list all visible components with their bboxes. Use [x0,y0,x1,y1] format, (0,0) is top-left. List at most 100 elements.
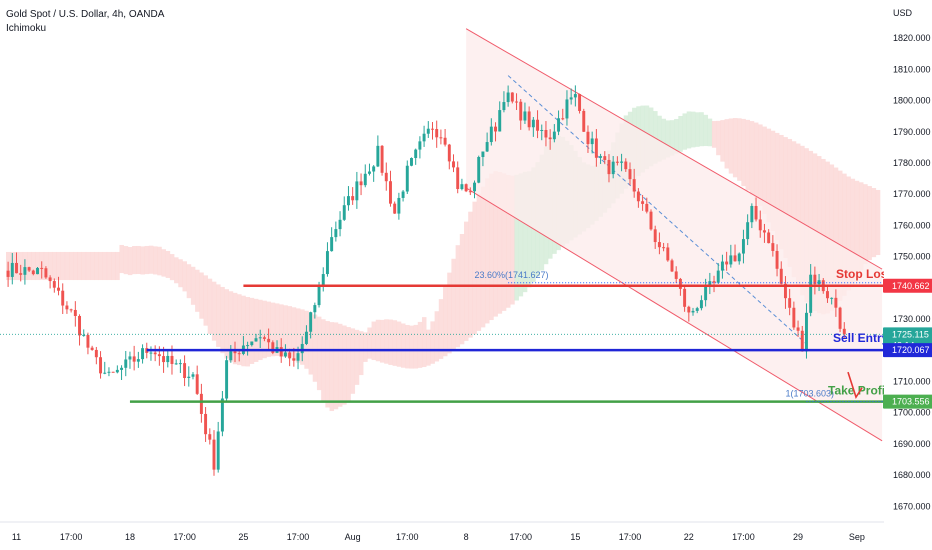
cloud-slice [421,317,427,368]
candle [573,85,577,107]
candle [452,154,455,173]
candle [405,160,409,195]
candle [561,108,565,121]
candle [250,341,254,347]
time-tick-label: 17:00 [287,532,310,542]
candle [620,153,624,172]
cloud-slice [665,120,671,158]
candle [19,264,23,282]
cloud-slice [367,327,372,359]
cloud-slice [81,251,87,281]
cloud-slice [741,118,746,187]
cloud-slice [375,319,381,362]
cloud-slice [98,251,103,281]
candle [321,267,325,292]
candle [120,365,124,380]
cloud-slice [728,118,734,174]
price-axis[interactable] [884,0,932,550]
candle [225,355,229,401]
candle [262,335,266,342]
cloud-slice [476,193,482,331]
candle [431,122,434,140]
cloud-slice [48,251,53,281]
cloud-slice [405,324,410,369]
candle [199,383,203,423]
cloud-slice [493,171,498,317]
candle [309,311,313,339]
channel-lower-line[interactable] [465,187,883,442]
candle [384,162,388,191]
candle [783,276,787,309]
candle [489,118,493,146]
candle [237,349,241,362]
cloud-slice [31,251,36,281]
cloud-slice [388,319,393,365]
cloud-slice [127,246,133,276]
candle [460,178,464,191]
cloud-slice [417,321,423,368]
candle [733,244,737,262]
cloud-slice [186,264,192,299]
cloud-slice [455,245,461,348]
time-tick-label: 25 [238,532,248,542]
cloud-slice [94,251,99,281]
channel-fill [466,28,883,441]
cloud-slice [480,186,486,328]
cloud-slice [430,321,435,364]
candle [40,261,44,279]
candle [401,189,405,202]
candle [271,340,275,355]
time-tick-label: Sep [849,532,865,542]
candle [208,428,212,445]
cloud-slice [73,251,78,281]
candle [246,341,250,356]
candle [578,93,582,114]
cloud-slice [237,294,242,366]
candle [367,163,371,176]
cloud-slice [346,327,351,401]
cloud-slice [661,118,667,160]
candle [552,124,556,143]
cloud-slice [102,251,108,281]
candle [233,341,237,363]
candle [494,122,497,142]
cloud-slice [308,312,314,375]
cloud-slice [795,143,801,288]
time-tick-label: 17:00 [396,532,419,542]
candle [82,329,86,337]
candle [376,135,380,168]
cloud-slice [249,297,255,364]
cloud-slice [501,173,507,311]
cloud-slice [522,171,528,293]
cloud-slice [846,176,851,291]
candle [615,156,619,166]
candle [443,128,447,147]
candle [523,102,527,124]
cloud-slice [724,119,730,169]
candle [720,254,724,279]
candle [557,110,561,136]
cloud-slice [115,251,120,281]
candle [141,344,145,364]
candle [36,266,39,275]
cloud-slice [161,249,166,277]
candle [187,366,191,387]
indicator-label[interactable]: Ichimoku [6,23,47,34]
channel-upper-line[interactable] [465,28,883,270]
cloud-slice [409,325,414,369]
candle [683,284,687,312]
cloud-slice [379,319,385,363]
cloud-slice [766,128,772,223]
candle [737,252,741,265]
candle [31,269,35,276]
price-tag [883,343,932,358]
candle [826,286,829,303]
cloud-slice [140,246,145,275]
candle [397,192,401,220]
cloud-slice [211,281,217,341]
candle [216,421,220,473]
price-tag-value: 1740.662 [892,281,930,291]
price-tick-label: 1810.000 [893,64,931,74]
price-tick-label: 1700.000 [893,408,931,418]
